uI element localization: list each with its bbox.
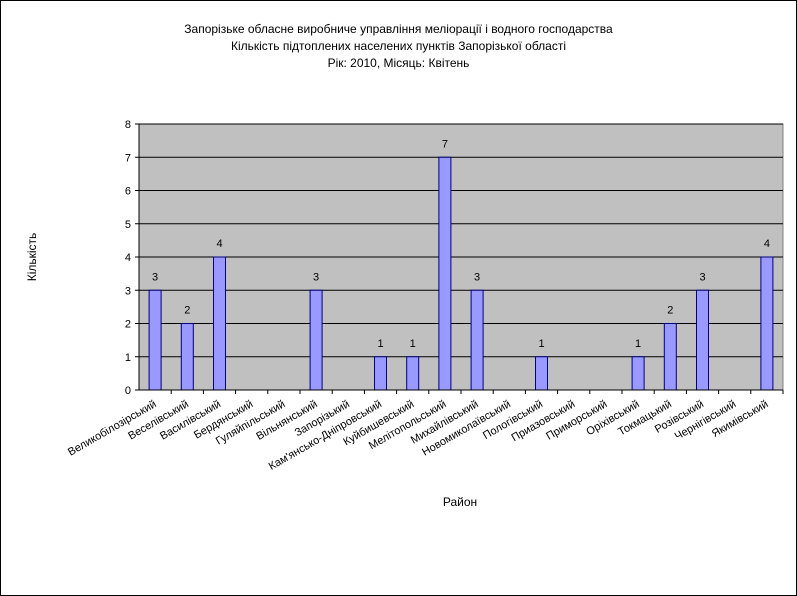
bar [760, 256, 774, 391]
y-tick-label: 8 [125, 119, 131, 131]
bar-value-label: 4 [764, 238, 770, 250]
bar [663, 323, 677, 391]
y-tick-label: 7 [125, 152, 131, 164]
bar [406, 356, 420, 391]
chart-title-line-1: Запорізьке обласне виробниче управління … [184, 22, 613, 36]
y-tick-label: 1 [125, 352, 131, 364]
bar-value-label: 2 [667, 305, 673, 317]
bar-value-label: 3 [313, 271, 319, 283]
bar-value-label: 2 [184, 305, 190, 317]
bar [180, 323, 194, 391]
y-tick-label: 2 [125, 319, 131, 331]
y-axis-title: Кількість [25, 233, 39, 282]
bar [470, 289, 484, 391]
bar [631, 356, 645, 391]
bar-value-label: 3 [474, 271, 480, 283]
bar-value-label: 1 [635, 338, 641, 350]
chart-title-line-2: Кількість підтоплених населених пунктів … [230, 39, 566, 53]
bar-value-label: 7 [442, 138, 448, 150]
y-tick-label: 0 [125, 385, 131, 397]
bar-value-label: 1 [410, 338, 416, 350]
bar-value-label: 3 [699, 271, 705, 283]
bar [148, 289, 162, 391]
bar [535, 356, 548, 391]
bar [213, 256, 226, 391]
bar-value-label: 1 [377, 338, 383, 350]
bar-value-label: 3 [152, 271, 158, 283]
y-tick-label: 3 [125, 285, 131, 297]
bar-value-label: 1 [538, 338, 544, 350]
bar [438, 156, 452, 391]
bar-value-label: 4 [216, 238, 222, 250]
x-axis-title: Район [443, 495, 477, 509]
chart-title-line-3: Рік: 2010, Місяць: Квітень [327, 56, 470, 70]
x-axis-ticks: ВеликобілозірськийВеселівськийВасилівськ… [66, 390, 784, 473]
bar [309, 289, 323, 391]
y-tick-label: 5 [125, 219, 131, 231]
bar [374, 356, 387, 391]
bar [696, 289, 709, 391]
y-tick-label: 6 [125, 186, 131, 198]
y-tick-label: 4 [125, 252, 131, 264]
